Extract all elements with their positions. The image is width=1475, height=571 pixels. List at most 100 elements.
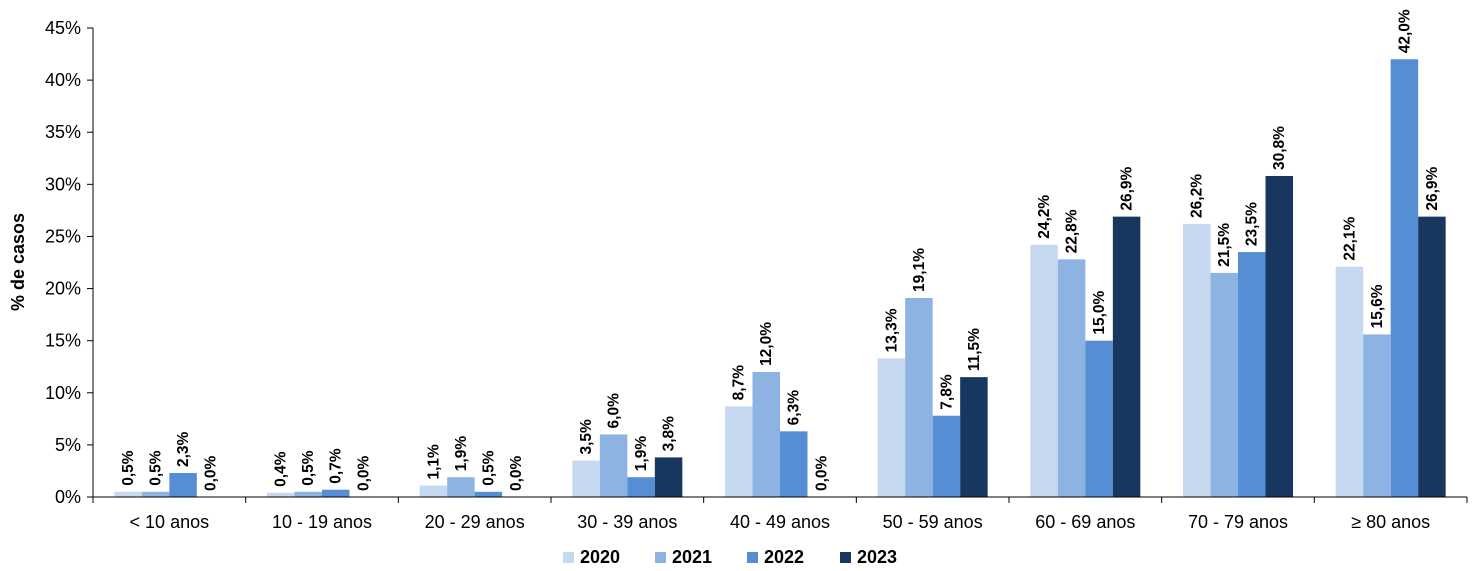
bar <box>1335 266 1364 497</box>
data-label: 11,5% <box>966 328 983 371</box>
legend-label: 2023 <box>857 547 897 567</box>
legend-swatch <box>840 552 851 563</box>
x-axis-categories: < 10 anos 10 - 19 anos 20 - 29 anos 30 - 39… <box>130 512 1431 532</box>
bar <box>419 485 448 497</box>
legend-swatch <box>655 552 666 563</box>
y-tick-label: 45% <box>45 18 81 38</box>
x-category-label: 10 - 19 anos <box>272 512 372 532</box>
y-tick-label: 30% <box>45 174 81 194</box>
legend-label: 2021 <box>672 547 712 567</box>
legend-swatch <box>563 552 574 563</box>
y-tick-label: 5% <box>55 435 81 455</box>
data-label: 1,9% <box>633 436 650 472</box>
bar <box>294 491 322 497</box>
data-label: 15,0% <box>1091 290 1108 334</box>
data-label: 22,8% <box>1064 209 1081 253</box>
data-label: 23,5% <box>1244 202 1261 246</box>
legend: 2020 2021 2022 2023 <box>563 547 897 567</box>
data-label: 22,1% <box>1341 217 1358 261</box>
data-label: 21,5% <box>1216 223 1233 267</box>
data-label: 0,4% <box>273 451 290 487</box>
data-label: 30,8% <box>1271 126 1288 170</box>
y-tick-label: 20% <box>45 279 81 299</box>
bar <box>725 406 753 497</box>
legend-label: 2020 <box>580 547 620 567</box>
bar <box>960 377 988 497</box>
data-label: 13,3% <box>883 308 900 352</box>
bar <box>1057 259 1086 497</box>
data-label: 26,2% <box>1189 174 1206 218</box>
data-label: 3,5% <box>578 419 595 455</box>
data-label: 0,5% <box>120 450 137 486</box>
data-label: 1,9% <box>453 436 470 472</box>
data-label: 15,6% <box>1369 284 1386 328</box>
data-label: 12,0% <box>758 322 775 366</box>
x-category-label: ≥ 80 anos <box>1351 512 1430 532</box>
data-label: 1,1% <box>425 444 442 480</box>
bar <box>141 491 170 497</box>
bar <box>572 460 600 497</box>
data-label: 0,0% <box>203 455 220 491</box>
y-tick-label: 0% <box>55 487 81 507</box>
data-label: 0,7% <box>328 448 345 484</box>
data-label: 24,2% <box>1036 195 1053 239</box>
bar <box>877 358 906 497</box>
legend-swatch <box>747 552 758 563</box>
x-category-label: < 10 anos <box>130 512 210 532</box>
bar <box>474 491 503 497</box>
bar <box>267 492 295 497</box>
y-tick-label: 10% <box>45 383 81 403</box>
data-labels: 0,5% 0,4% 1,1% 3,5% 8,7% 13,3% 24,2% 26,2% 22,1%… <box>120 9 1441 491</box>
y-tick-label: 40% <box>45 70 81 90</box>
bar <box>1112 216 1141 498</box>
data-label: 0,0% <box>813 455 830 491</box>
data-label: 26,9% <box>1119 166 1136 210</box>
data-label: 19,1% <box>911 248 928 292</box>
bars <box>114 59 1446 498</box>
data-label: 7,8% <box>938 374 955 410</box>
bar <box>114 491 142 497</box>
bar <box>654 457 683 497</box>
bar <box>1085 340 1113 497</box>
bar <box>447 477 475 497</box>
x-category-label: 30 - 39 anos <box>577 512 677 532</box>
data-label: 2,3% <box>175 431 192 467</box>
data-label: 0,0% <box>508 455 525 491</box>
bar <box>1363 334 1391 497</box>
bar <box>1030 244 1058 497</box>
bar <box>905 297 933 497</box>
bar <box>627 477 655 497</box>
y-tick-label: 35% <box>45 122 81 142</box>
bar <box>1210 272 1238 497</box>
bar <box>169 473 197 497</box>
bar <box>1390 59 1419 498</box>
x-category-label: 20 - 29 anos <box>425 512 525 532</box>
bar <box>322 489 350 497</box>
data-label: 6,3% <box>786 390 803 426</box>
data-label: 0,5% <box>480 450 497 486</box>
x-category-label: 40 - 49 anos <box>730 512 830 532</box>
bar <box>599 434 628 497</box>
y-tick-label: 25% <box>45 226 81 246</box>
x-category-label: 70 - 79 anos <box>1188 512 1288 532</box>
data-label: 0,5% <box>148 450 165 486</box>
bar <box>1418 216 1446 498</box>
y-axis-ticks: 0% 5% 10% 15% 20% 25% 30% 35% 40% 45% <box>45 18 93 507</box>
data-label: 8,7% <box>731 365 748 401</box>
bar <box>752 371 780 497</box>
data-label: 0,5% <box>300 450 317 486</box>
y-axis-label: % de casos <box>8 213 28 311</box>
y-tick-label: 15% <box>45 331 81 351</box>
data-label: 0,0% <box>355 455 372 491</box>
bar <box>1238 252 1266 497</box>
bar <box>1183 223 1211 497</box>
bar <box>780 431 808 497</box>
axes <box>92 28 1468 503</box>
bar <box>932 415 961 497</box>
data-label: 3,8% <box>661 416 678 452</box>
data-label: 26,9% <box>1424 166 1441 210</box>
data-label: 42,0% <box>1396 9 1413 53</box>
x-category-label: 60 - 69 anos <box>1035 512 1135 532</box>
data-label: 6,0% <box>606 393 623 429</box>
